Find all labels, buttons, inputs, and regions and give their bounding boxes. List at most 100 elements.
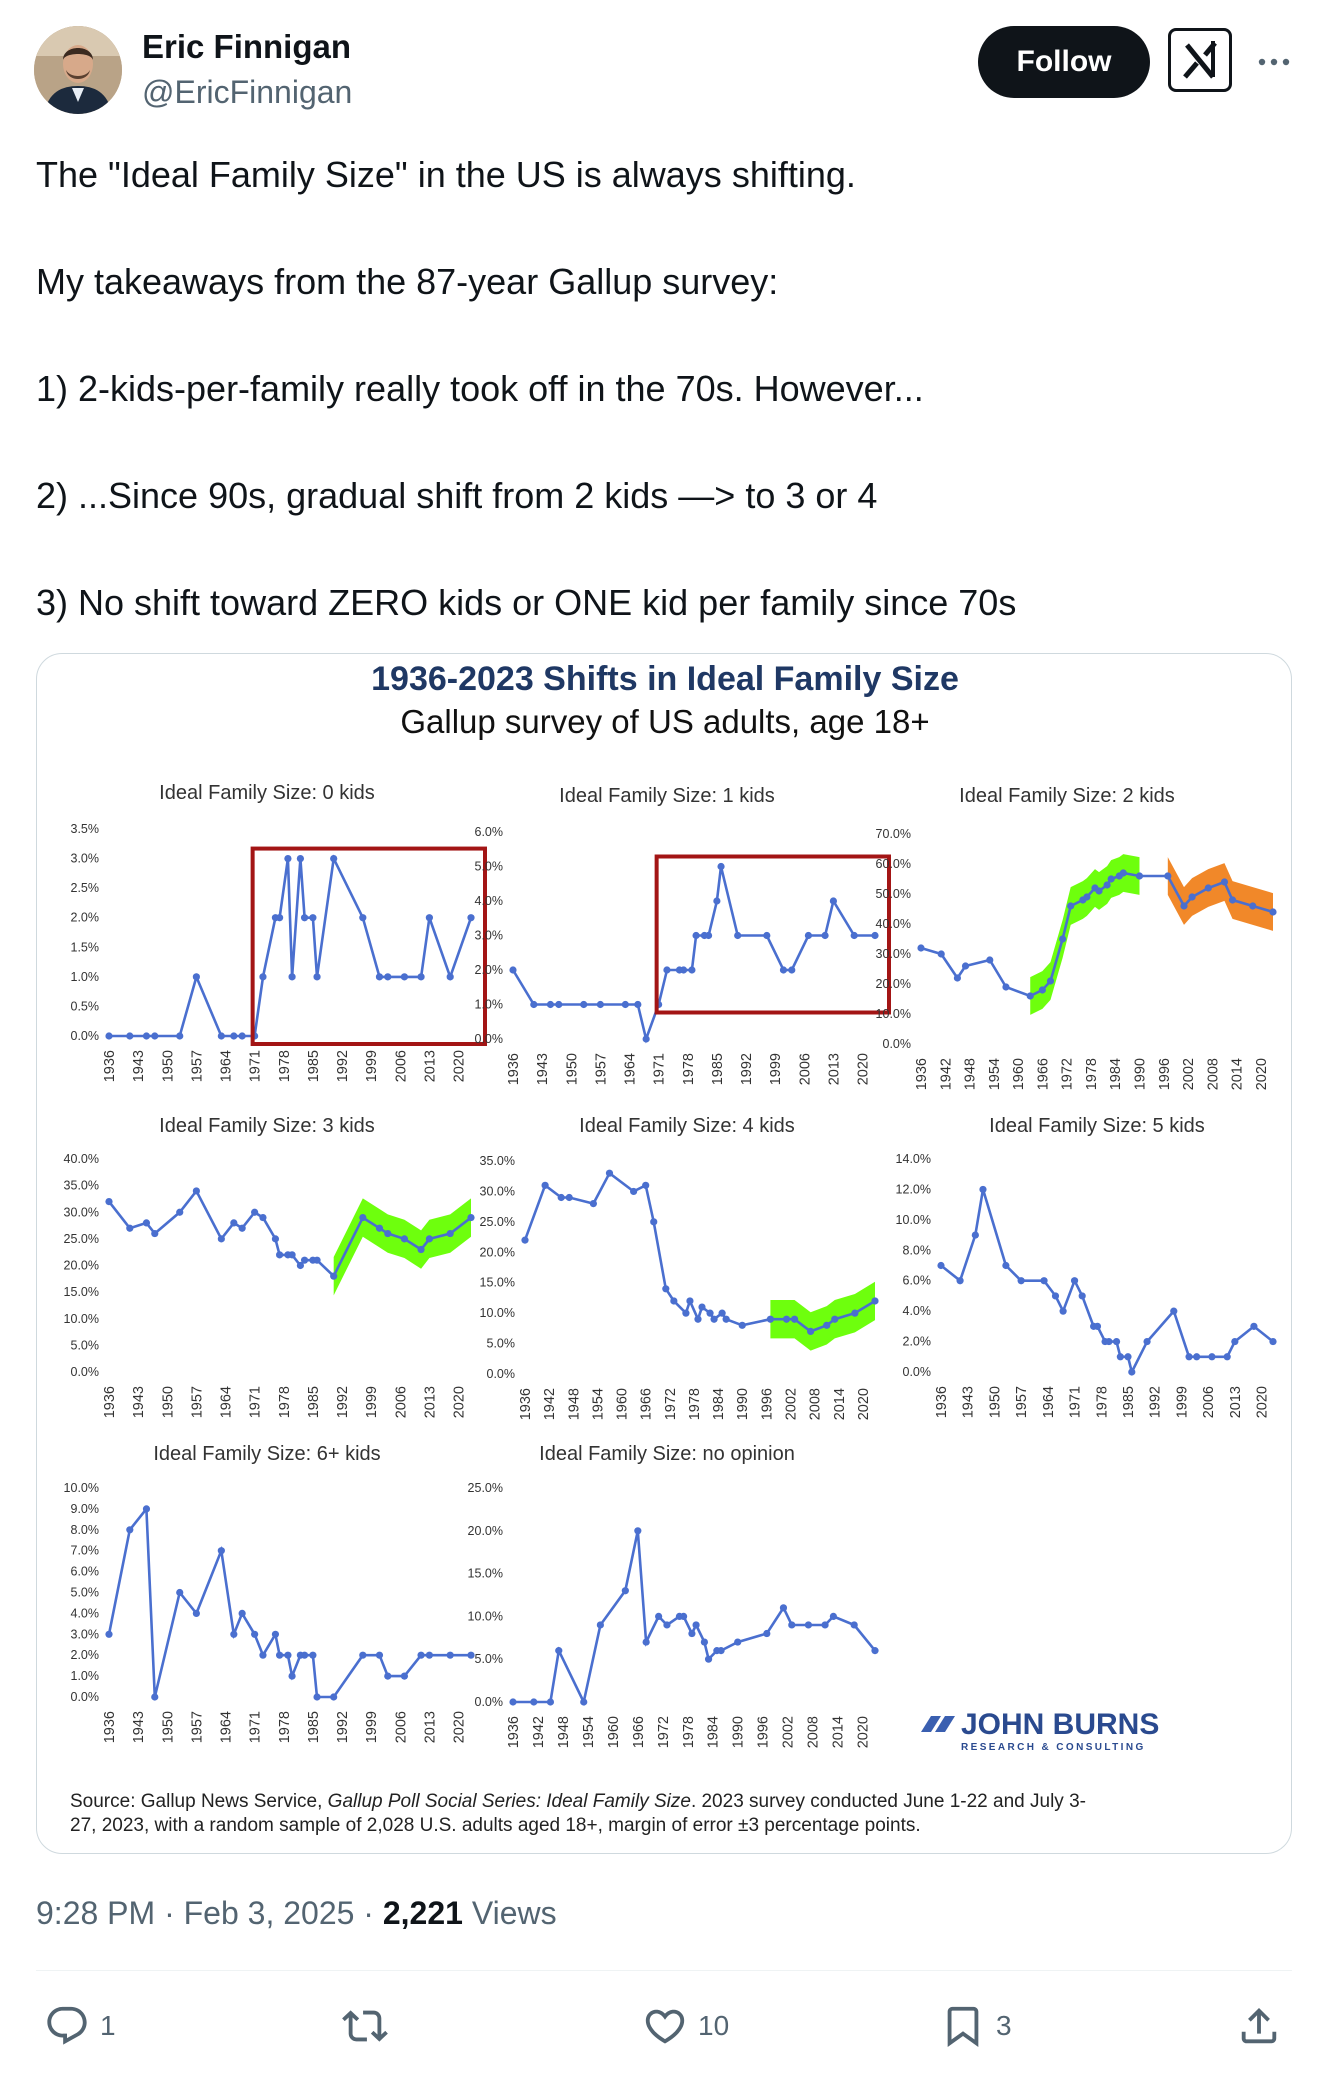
x-tick-label: 1943: [535, 1053, 551, 1085]
x-tick-label: 2013: [422, 1386, 438, 1418]
y-tick-label: 0.0%: [487, 1367, 516, 1381]
x-tick-label: 1936: [102, 1386, 118, 1418]
data-point: [259, 1213, 267, 1222]
infographic: 1936-2023 Shifts in Ideal Family Size Ga…: [64, 660, 1277, 1836]
data-point: [1193, 1353, 1201, 1361]
views-label: Views: [471, 1895, 557, 1931]
data-point: [271, 1630, 280, 1638]
y-tick-label: 25.0%: [468, 1481, 503, 1495]
data-point: [642, 1638, 650, 1646]
y-tick-label: 4.0%: [903, 1304, 932, 1318]
y-tick-label: 6.0%: [903, 1274, 932, 1288]
data-point: [375, 1651, 384, 1659]
x-tick-label: 1990: [731, 1716, 747, 1748]
data-point: [823, 1321, 831, 1329]
data-point: [330, 854, 338, 863]
data-point: [1112, 1337, 1121, 1346]
data-point: [1124, 1353, 1132, 1361]
x-tick-label: 1985: [306, 1050, 322, 1082]
x-tick-label: 1950: [564, 1053, 580, 1085]
data-point: [953, 974, 962, 982]
data-point: [176, 1208, 184, 1216]
x-tick-label: 1992: [739, 1053, 755, 1085]
data-point: [1051, 1292, 1060, 1300]
y-tick-label: 5.0%: [487, 1337, 516, 1351]
y-tick-label: 3.0%: [475, 929, 504, 943]
like-button[interactable]: 10: [642, 2000, 729, 2052]
data-point: [521, 1236, 529, 1244]
avatar[interactable]: [34, 26, 122, 114]
data-point: [1116, 1353, 1124, 1361]
data-point: [589, 1200, 597, 1208]
y-tick-label: 5.0%: [71, 1586, 100, 1600]
series-line: [511, 866, 875, 1044]
data-point: [313, 973, 321, 981]
y-tick-label: 20.0%: [64, 1259, 99, 1273]
bookmark-button[interactable]: 3: [940, 2000, 1012, 2052]
author-name[interactable]: Eric Finnigan: [142, 28, 352, 65]
reply-button[interactable]: 1: [44, 2000, 116, 2052]
data-point: [804, 931, 813, 940]
x-tick-label: 1957: [189, 1050, 205, 1082]
grok-icon[interactable]: [1168, 28, 1232, 92]
data-point: [766, 1315, 775, 1323]
data-point: [217, 1235, 225, 1243]
x-tick-label: 1978: [1084, 1058, 1100, 1090]
data-point: [425, 914, 433, 922]
data-point: [530, 1698, 538, 1706]
follow-button[interactable]: Follow: [978, 26, 1150, 98]
series-line: [107, 1505, 471, 1699]
y-tick-label: 14.0%: [896, 1152, 931, 1166]
retweet-button[interactable]: [342, 2000, 398, 2052]
x-tick-label: 1960: [615, 1388, 631, 1420]
x-tick-label: 2006: [393, 1386, 409, 1418]
data-point: [176, 1588, 184, 1597]
data-point: [176, 1032, 184, 1040]
more-icon[interactable]: [1254, 34, 1294, 74]
data-point: [937, 950, 945, 958]
y-tick-label: 15.0%: [480, 1276, 515, 1290]
data-point: [779, 1604, 788, 1612]
tweet-media[interactable]: 1936-2023 Shifts in Ideal Family Size Ga…: [36, 653, 1292, 1854]
data-point: [692, 931, 700, 940]
data-point: [850, 931, 858, 940]
panel-title: Ideal Family Size: 5 kids: [989, 1115, 1205, 1137]
x-tick-label: 1960: [606, 1716, 622, 1748]
highlight-box: [654, 854, 892, 1015]
x-tick-label: 1990: [735, 1388, 751, 1420]
x-tick-label: 1992: [1148, 1386, 1164, 1418]
data-point: [790, 1315, 799, 1323]
x-tick-label: 1936: [506, 1716, 522, 1748]
timestamp[interactable]: 9:28 PM · Feb 3, 2025 · 2,221 Views: [36, 1895, 557, 1931]
data-point: [688, 1629, 696, 1638]
data-point: [1059, 935, 1067, 943]
x-tick-label: 2006: [393, 1050, 409, 1082]
data-point: [1070, 1277, 1079, 1285]
y-tick-label: 25.0%: [64, 1232, 99, 1246]
data-point: [105, 1630, 113, 1638]
data-point: [425, 1235, 433, 1243]
tweet-line: The "Ideal Family Size" in the US is alw…: [36, 154, 856, 195]
y-tick-label: 5.0%: [475, 1652, 504, 1666]
author-handle[interactable]: @EricFinnigan: [142, 74, 353, 110]
share-button[interactable]: [1236, 2000, 1292, 2052]
x-tick-label: 2014: [1230, 1058, 1246, 1090]
x-tick-label: 1954: [987, 1058, 1003, 1090]
x-tick-label: 1978: [277, 1711, 293, 1743]
data-point: [142, 1505, 151, 1513]
y-tick-label: 6.0%: [475, 825, 504, 839]
data-point: [850, 1621, 858, 1629]
data-point: [296, 1261, 305, 1270]
x-tick-label: 1978: [687, 1388, 703, 1420]
x-tick-label: 1948: [556, 1716, 572, 1748]
avatar-photo: [34, 26, 122, 114]
data-point: [662, 1285, 670, 1293]
data-point: [313, 1693, 321, 1701]
share-icon: [1241, 2007, 1277, 2044]
post-time: 9:28 PM: [36, 1895, 156, 1931]
data-point: [230, 1219, 238, 1227]
x-tick-label: 1936: [102, 1050, 118, 1082]
data-point: [300, 1256, 309, 1264]
x-tick-label: 2020: [856, 1053, 872, 1085]
x-tick-label: 1943: [131, 1386, 147, 1418]
